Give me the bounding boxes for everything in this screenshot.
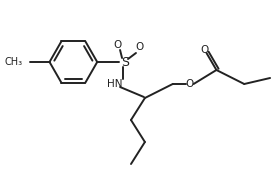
Text: S: S xyxy=(121,56,129,69)
Text: O: O xyxy=(200,45,209,55)
Text: O: O xyxy=(136,42,144,52)
Text: O: O xyxy=(113,40,121,50)
Text: HN: HN xyxy=(107,79,123,89)
Text: O: O xyxy=(185,79,194,89)
Text: CH₃: CH₃ xyxy=(4,57,23,67)
